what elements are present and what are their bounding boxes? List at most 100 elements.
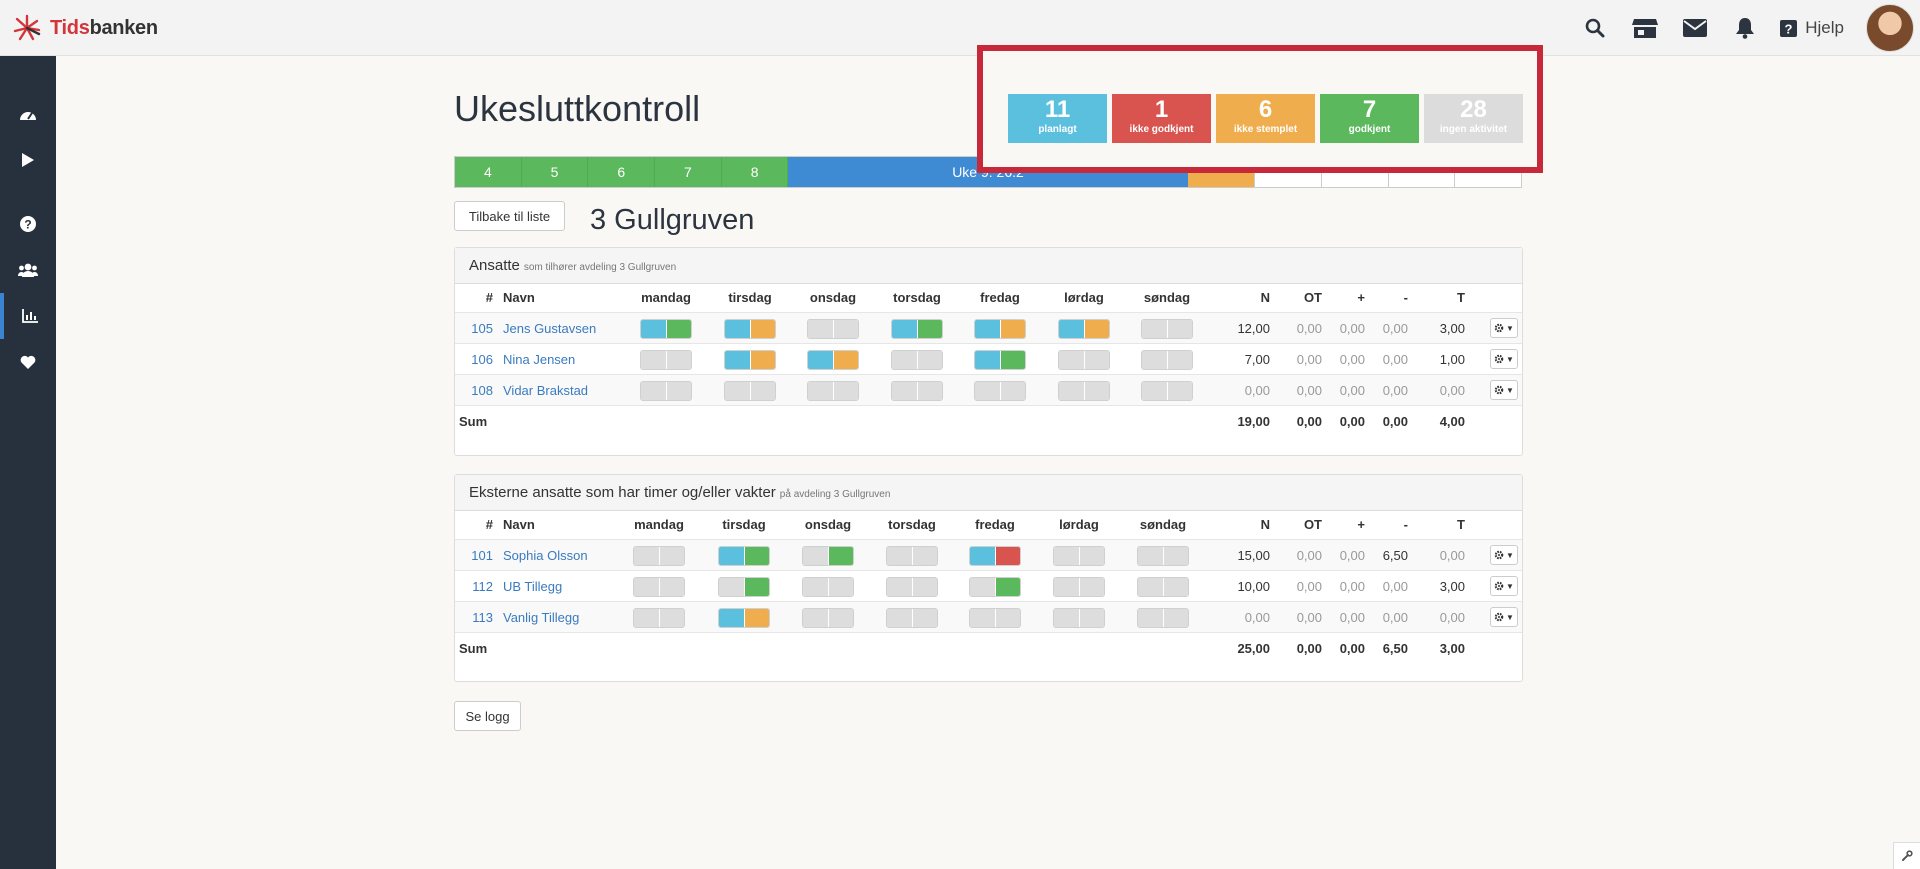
gear-dropdown-button[interactable]: ▼: [1490, 545, 1518, 565]
week-5[interactable]: 5: [521, 157, 589, 187]
employee-number[interactable]: 113: [472, 610, 493, 625]
day-status[interactable]: [1141, 380, 1193, 401]
employee-name[interactable]: Jens Gustavsen: [503, 321, 597, 336]
help-circle-icon[interactable]: ?: [0, 201, 56, 247]
day-status[interactable]: [1141, 349, 1193, 370]
chart-icon[interactable]: [0, 293, 56, 339]
planned-segment: [719, 546, 744, 565]
total-value: 0,00: [1339, 548, 1365, 563]
day-status[interactable]: [640, 380, 692, 401]
day-status[interactable]: [969, 607, 1021, 628]
employee-name[interactable]: Vidar Brakstad: [503, 383, 589, 398]
day-status[interactable]: [891, 349, 943, 370]
day-status[interactable]: [802, 576, 854, 597]
day-status[interactable]: [891, 318, 943, 339]
day-status[interactable]: [724, 349, 776, 370]
users-icon[interactable]: [0, 247, 56, 293]
day-status[interactable]: [891, 380, 943, 401]
day-status[interactable]: [886, 576, 938, 597]
day-status[interactable]: [718, 607, 770, 628]
sidebar: ?: [0, 56, 56, 869]
store-icon[interactable]: [1620, 0, 1670, 56]
day-status[interactable]: [886, 607, 938, 628]
see-log-button[interactable]: Se logg: [454, 701, 521, 731]
employee-number[interactable]: 106: [471, 352, 493, 367]
stamped-segment: [1162, 608, 1188, 627]
day-status[interactable]: [1141, 318, 1193, 339]
wrench-icon[interactable]: [1893, 842, 1920, 869]
day-status[interactable]: [1137, 607, 1189, 628]
heart-icon[interactable]: [0, 339, 56, 385]
gear-dropdown-button[interactable]: ▼: [1490, 576, 1518, 596]
day-status[interactable]: [718, 545, 770, 566]
employee-number[interactable]: 108: [471, 383, 493, 398]
stamped-segment: [743, 546, 769, 565]
day-status[interactable]: [969, 576, 1021, 597]
stamped-segment: [743, 577, 769, 596]
mail-icon[interactable]: [1670, 0, 1720, 56]
day-status[interactable]: [724, 318, 776, 339]
stamped-segment: [1078, 608, 1104, 627]
gear-dropdown-button[interactable]: ▼: [1490, 318, 1518, 338]
gear-dropdown-button[interactable]: ▼: [1490, 607, 1518, 627]
day-status[interactable]: [1137, 545, 1189, 566]
bell-icon[interactable]: [1720, 0, 1770, 56]
day-status[interactable]: [1053, 607, 1105, 628]
stat-ingen-aktivitet[interactable]: 28 ingen aktivitet: [1424, 94, 1523, 143]
help-button[interactable]: ? Hjelp: [1780, 18, 1844, 38]
back-to-list-button[interactable]: Tilbake til liste: [454, 201, 565, 231]
day-status[interactable]: [1058, 318, 1110, 339]
gear-dropdown-button[interactable]: ▼: [1490, 349, 1518, 369]
week-6[interactable]: 6: [588, 157, 656, 187]
day-status[interactable]: [886, 545, 938, 566]
day-status[interactable]: [807, 318, 859, 339]
app-logo[interactable]: Tidsbanken: [12, 14, 158, 42]
day-status[interactable]: [807, 380, 859, 401]
day-status[interactable]: [802, 545, 854, 566]
week-4[interactable]: 4: [455, 157, 522, 187]
day-status[interactable]: [1053, 545, 1105, 566]
total-value: 0,00: [1439, 548, 1465, 563]
play-icon[interactable]: [0, 137, 56, 183]
day-status[interactable]: [640, 318, 692, 339]
employee-name[interactable]: Vanlig Tillegg: [503, 610, 580, 625]
total-value: 0,00: [1339, 579, 1365, 594]
day-status[interactable]: [718, 576, 770, 597]
employee-number[interactable]: 101: [471, 548, 493, 563]
stat-ikke-godkjent[interactable]: 1 ikke godkjent: [1112, 94, 1211, 143]
day-status[interactable]: [969, 545, 1021, 566]
day-status[interactable]: [1058, 380, 1110, 401]
day-status[interactable]: [633, 545, 685, 566]
total-value: 0,00: [1296, 383, 1322, 398]
stamped-segment: [827, 608, 853, 627]
day-status[interactable]: [1137, 576, 1189, 597]
day-status[interactable]: [1053, 576, 1105, 597]
dashboard-icon[interactable]: [0, 91, 56, 137]
day-status[interactable]: [974, 318, 1026, 339]
employee-name[interactable]: UB Tillegg: [503, 579, 563, 594]
day-status[interactable]: [724, 380, 776, 401]
day-status[interactable]: [633, 607, 685, 628]
week-7[interactable]: 7: [655, 157, 722, 187]
day-status[interactable]: [1058, 349, 1110, 370]
gear-dropdown-button[interactable]: ▼: [1490, 380, 1518, 400]
stat-ikke-stemplet[interactable]: 6 ikke stemplet: [1216, 94, 1315, 143]
stat-planlagt[interactable]: 11 planlagt: [1008, 94, 1107, 143]
day-status[interactable]: [974, 380, 1026, 401]
day-status[interactable]: [640, 349, 692, 370]
week-8[interactable]: 8: [721, 157, 789, 187]
gear-icon: [1494, 612, 1504, 622]
employee-number[interactable]: 112: [472, 579, 493, 594]
stamped-segment: [999, 381, 1025, 400]
day-cell: [891, 344, 943, 375]
day-status[interactable]: [633, 576, 685, 597]
day-status[interactable]: [974, 349, 1026, 370]
day-status[interactable]: [807, 349, 859, 370]
stat-godkjent[interactable]: 7 godkjent: [1320, 94, 1419, 143]
employee-name[interactable]: Nina Jensen: [503, 352, 576, 367]
employee-name[interactable]: Sophia Olsson: [503, 548, 588, 563]
day-status[interactable]: [802, 607, 854, 628]
employee-number[interactable]: 105: [471, 321, 493, 336]
search-icon[interactable]: [1570, 0, 1620, 56]
user-avatar[interactable]: [1866, 4, 1914, 52]
